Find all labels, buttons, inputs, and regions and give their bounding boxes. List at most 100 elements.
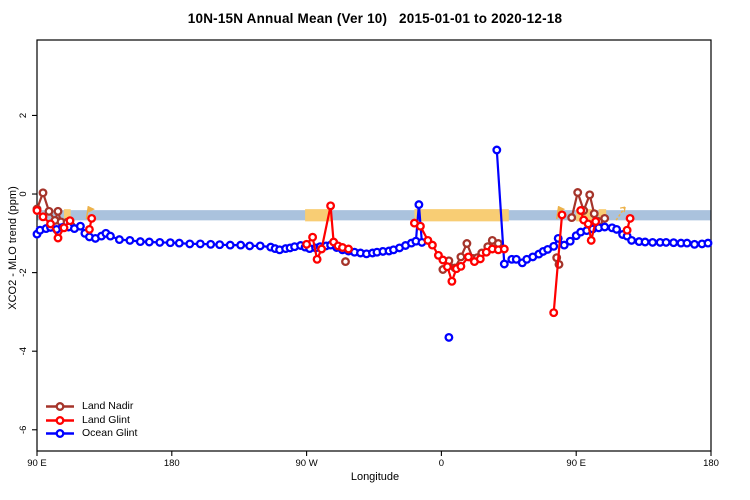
data-point bbox=[165, 238, 175, 248]
data-point bbox=[195, 239, 205, 249]
data-point bbox=[559, 240, 569, 250]
data-point bbox=[463, 252, 473, 262]
data-point bbox=[583, 219, 593, 229]
data-point bbox=[640, 237, 650, 247]
data-point bbox=[622, 225, 632, 235]
legend-label-land-glint: Land Glint bbox=[82, 413, 130, 426]
legend-item-ocean-glint: Ocean Glint bbox=[44, 427, 137, 440]
legend-swatch-land-glint bbox=[46, 415, 74, 425]
data-point bbox=[690, 239, 699, 249]
data-point bbox=[442, 262, 452, 272]
data-point bbox=[612, 224, 622, 234]
series-line bbox=[495, 148, 710, 266]
series-land-glint bbox=[32, 201, 635, 318]
data-point bbox=[549, 308, 559, 318]
data-point bbox=[75, 221, 85, 231]
data-point bbox=[499, 259, 509, 269]
data-point bbox=[245, 241, 255, 251]
data-point bbox=[549, 241, 559, 251]
y-tick-label: 2 bbox=[18, 113, 29, 118]
data-point bbox=[225, 240, 235, 250]
data-point bbox=[414, 200, 424, 210]
legend: Land Nadir Land Glint Ocean Glint bbox=[44, 400, 137, 440]
data-point bbox=[565, 236, 575, 246]
plot-border bbox=[36, 39, 712, 452]
y-tick-label: 0 bbox=[18, 191, 29, 196]
data-point bbox=[682, 238, 692, 248]
data-point bbox=[125, 235, 135, 245]
data-point bbox=[312, 254, 322, 264]
data-point bbox=[341, 257, 350, 267]
data-point bbox=[576, 206, 586, 215]
band-highlight-segment bbox=[63, 209, 71, 222]
data-point bbox=[557, 210, 567, 220]
data-point bbox=[415, 221, 425, 231]
data-point bbox=[32, 206, 42, 215]
data-point bbox=[326, 201, 336, 211]
data-point bbox=[38, 212, 48, 222]
data-point bbox=[648, 237, 658, 247]
legend-item-land-nadir: Land Nadir bbox=[44, 400, 137, 413]
data-point bbox=[573, 188, 583, 197]
data-point bbox=[215, 240, 225, 250]
data-point bbox=[600, 222, 610, 232]
data-point bbox=[438, 255, 448, 265]
x-tick-label: 180 bbox=[164, 458, 180, 469]
y-tick-label: -6 bbox=[18, 426, 29, 434]
data-point bbox=[703, 238, 713, 248]
data-point bbox=[87, 213, 97, 223]
data-point bbox=[155, 237, 165, 247]
chart-title: 10N-15N Annual Mean (Ver 10) 2015-01-01 … bbox=[187, 11, 563, 26]
data-point bbox=[84, 224, 94, 234]
data-point bbox=[586, 235, 596, 245]
data-point bbox=[38, 188, 48, 198]
data-point bbox=[625, 213, 635, 223]
data-point bbox=[302, 239, 312, 249]
data-point bbox=[499, 244, 509, 254]
data-point bbox=[456, 252, 466, 262]
data-point bbox=[444, 332, 454, 342]
data-point bbox=[135, 237, 145, 247]
data-point bbox=[492, 145, 502, 155]
x-tick-label: 0 bbox=[439, 458, 444, 469]
data-point bbox=[344, 244, 353, 254]
trend-band bbox=[37, 210, 711, 221]
legend-swatch-ocean-glint bbox=[46, 429, 74, 438]
data-point bbox=[475, 254, 485, 264]
x-tick-label: 90 E bbox=[566, 458, 586, 469]
x-tick-label: 90 W bbox=[296, 458, 318, 469]
data-point bbox=[600, 213, 610, 223]
data-point bbox=[53, 233, 63, 243]
data-point bbox=[661, 237, 671, 247]
y-tick-label: -2 bbox=[18, 268, 29, 276]
data-point bbox=[46, 219, 55, 229]
data-point bbox=[456, 261, 466, 271]
data-point bbox=[114, 235, 124, 245]
data-point bbox=[627, 235, 637, 245]
data-point bbox=[317, 244, 327, 254]
data-point bbox=[59, 223, 69, 233]
data-point bbox=[206, 239, 216, 249]
data-point bbox=[255, 241, 265, 251]
data-point bbox=[185, 239, 195, 249]
data-point bbox=[589, 209, 599, 219]
y-axis-label: XCO2 - MLO trend (ppm) bbox=[7, 186, 19, 310]
data-point bbox=[105, 231, 115, 241]
data-point bbox=[585, 190, 595, 200]
data-point bbox=[44, 206, 54, 216]
data-point bbox=[174, 238, 184, 248]
band-highlight-segment bbox=[414, 209, 509, 222]
x-tick-label: 180 bbox=[703, 458, 719, 469]
data-point bbox=[65, 216, 75, 226]
series-ocean-glint bbox=[32, 145, 713, 342]
band-flag-mark bbox=[85, 206, 95, 220]
legend-label-land-nadir: Land Nadir bbox=[82, 400, 134, 413]
x-tick-label: 90 E bbox=[27, 458, 47, 469]
data-point bbox=[53, 206, 63, 216]
data-point bbox=[591, 217, 601, 226]
legend-item-land-glint: Land Glint bbox=[44, 413, 137, 426]
y-tick-label: -4 bbox=[18, 347, 29, 355]
data-point bbox=[308, 232, 318, 242]
